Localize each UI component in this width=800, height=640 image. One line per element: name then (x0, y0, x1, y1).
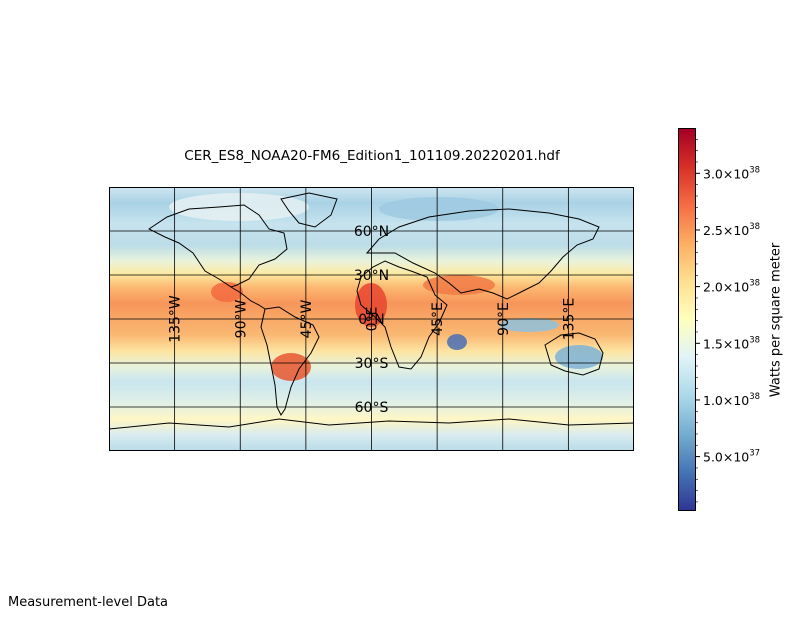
north-america-coastline (148, 204, 288, 288)
coastlines (109, 192, 634, 430)
map-frame (109, 187, 634, 451)
longitude-label: 90°W (233, 300, 249, 339)
longitude-label: 0°E (365, 307, 381, 332)
central-america-coastline (230, 286, 266, 310)
latitude-label: 60°N (354, 224, 389, 240)
grid-labels: 60°N 30°N 0°N 30°S 60°S 135°W 90°W 45°W 0°E 45°E 9… (168, 224, 578, 416)
australia-coastline (544, 332, 604, 376)
longitude-label: 135°W (168, 295, 184, 343)
europe-africa-coastline (356, 260, 448, 370)
gridlines (109, 187, 634, 451)
colorbar-gradient (679, 129, 695, 510)
eurasia-coastline (365, 208, 600, 300)
colorbar-tick-label: 2.0×1038 (703, 279, 760, 295)
colorbar-ticks: 5.0×1037 1.0×1038 1.5×1038 2.0×1038 2.5×1038… (696, 139, 760, 503)
longitude-label: 45°W (299, 300, 315, 339)
footer-note: Measurement-level Data (8, 595, 169, 610)
colorbar-tick-label: 1.5×1038 (703, 335, 760, 351)
longitude-label: 90°E (496, 302, 512, 336)
colorbar-label: Watts per square meter (768, 242, 784, 398)
latitude-label: 30°N (354, 268, 389, 284)
longitude-label: 135°E (561, 298, 577, 341)
longitude-label: 45°E (430, 302, 446, 336)
colorbar-tick-label: 3.0×1038 (703, 165, 760, 181)
colorbar-tick-label: 2.5×1038 (703, 222, 760, 238)
south-america-coastline (260, 306, 320, 416)
antarctica-coastline (109, 418, 634, 430)
latitude-label: 0°N (358, 312, 384, 328)
latitude-label: 30°S (355, 356, 389, 372)
latitude-label: 60°S (355, 400, 389, 416)
colorbar-tick-label: 5.0×1037 (703, 449, 760, 465)
colorbar-tick-label: 1.0×1038 (703, 392, 760, 408)
map-title: CER_ES8_NOAA20-FM6_Edition1_101109.20220… (184, 148, 560, 164)
world-map: 60°N 30°N 0°N 30°S 60°S 135°W 90°W 45°W 0°E 45°E 9… (109, 187, 634, 451)
greenland-coastline (280, 192, 338, 228)
colorbar (678, 128, 696, 511)
